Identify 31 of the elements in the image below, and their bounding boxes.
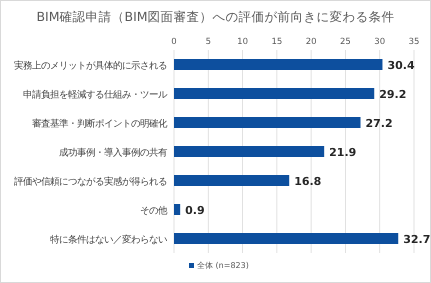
data-label: 29.2 [379,88,406,101]
legend-label: 全体 (n=823) [197,261,249,270]
x-tick-label: 5 [206,37,211,47]
x-tick-label: 0 [171,37,177,47]
data-label: 21.9 [329,146,356,159]
data-label: 0.9 [185,204,205,217]
data-label: 16.8 [294,175,322,188]
bar [174,233,398,244]
chart-title: BIM確認申請（BIM図面審査）への評価が前向きに変わる条件 [36,9,395,24]
x-tick-label: 15 [271,37,282,47]
y-tick-label: 成功事例・導入事例の共有 [59,148,167,158]
x-tick-label: 25 [340,37,351,47]
y-tick-label: 特に条件はない／変わらない [50,234,167,246]
bar [174,59,382,70]
data-label: 30.4 [387,59,415,72]
data-label: 27.2 [366,117,393,130]
y-tick-label: その他 [140,206,167,216]
y-tick-label: 申請負担を軽減する仕組み・ツール [23,90,167,100]
bar [174,175,290,186]
bar [174,88,374,99]
x-tick-label: 30 [374,37,386,47]
x-tick-label: 10 [237,37,248,47]
y-tick-label: 評価や信頼につながる実感が得られる [14,176,167,188]
bar [174,204,180,215]
data-label: 32.7 [403,233,430,246]
y-tick-label: 審査基準・判断ポイントの明確化 [32,118,167,130]
bar [174,146,324,157]
x-tick-label: 35 [408,37,420,47]
y-tick-label: 実務上のメリットが具体的に示される [14,60,167,72]
bar [174,117,361,128]
x-tick-label: 20 [306,37,317,47]
